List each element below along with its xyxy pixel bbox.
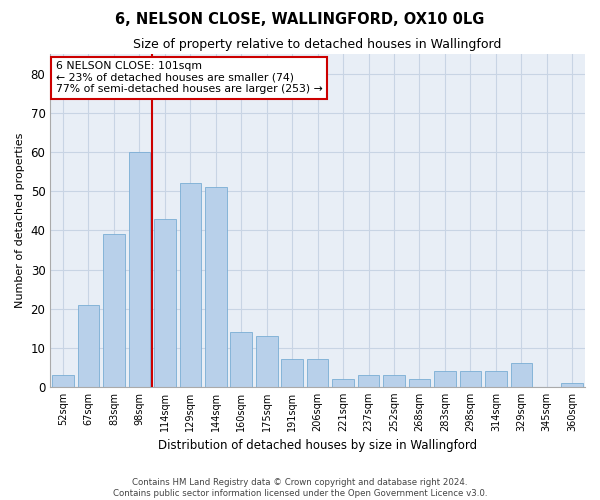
Bar — [256, 336, 278, 387]
Bar — [358, 375, 379, 387]
Text: 6 NELSON CLOSE: 101sqm
← 23% of detached houses are smaller (74)
77% of semi-det: 6 NELSON CLOSE: 101sqm ← 23% of detached… — [56, 61, 322, 94]
Bar — [562, 383, 583, 387]
Bar — [434, 371, 456, 387]
Bar — [77, 304, 100, 387]
Text: Contains HM Land Registry data © Crown copyright and database right 2024.
Contai: Contains HM Land Registry data © Crown c… — [113, 478, 487, 498]
Bar — [383, 375, 405, 387]
Bar — [460, 371, 481, 387]
Bar — [230, 332, 252, 387]
Y-axis label: Number of detached properties: Number of detached properties — [15, 133, 25, 308]
Bar — [205, 188, 227, 387]
Bar — [154, 218, 176, 387]
X-axis label: Distribution of detached houses by size in Wallingford: Distribution of detached houses by size … — [158, 440, 477, 452]
Text: 6, NELSON CLOSE, WALLINGFORD, OX10 0LG: 6, NELSON CLOSE, WALLINGFORD, OX10 0LG — [115, 12, 485, 28]
Bar — [103, 234, 125, 387]
Bar — [332, 379, 354, 387]
Bar — [409, 379, 430, 387]
Bar — [307, 360, 328, 387]
Bar — [511, 364, 532, 387]
Bar — [281, 360, 303, 387]
Bar — [128, 152, 150, 387]
Title: Size of property relative to detached houses in Wallingford: Size of property relative to detached ho… — [133, 38, 502, 51]
Bar — [52, 375, 74, 387]
Bar — [485, 371, 507, 387]
Bar — [179, 184, 201, 387]
